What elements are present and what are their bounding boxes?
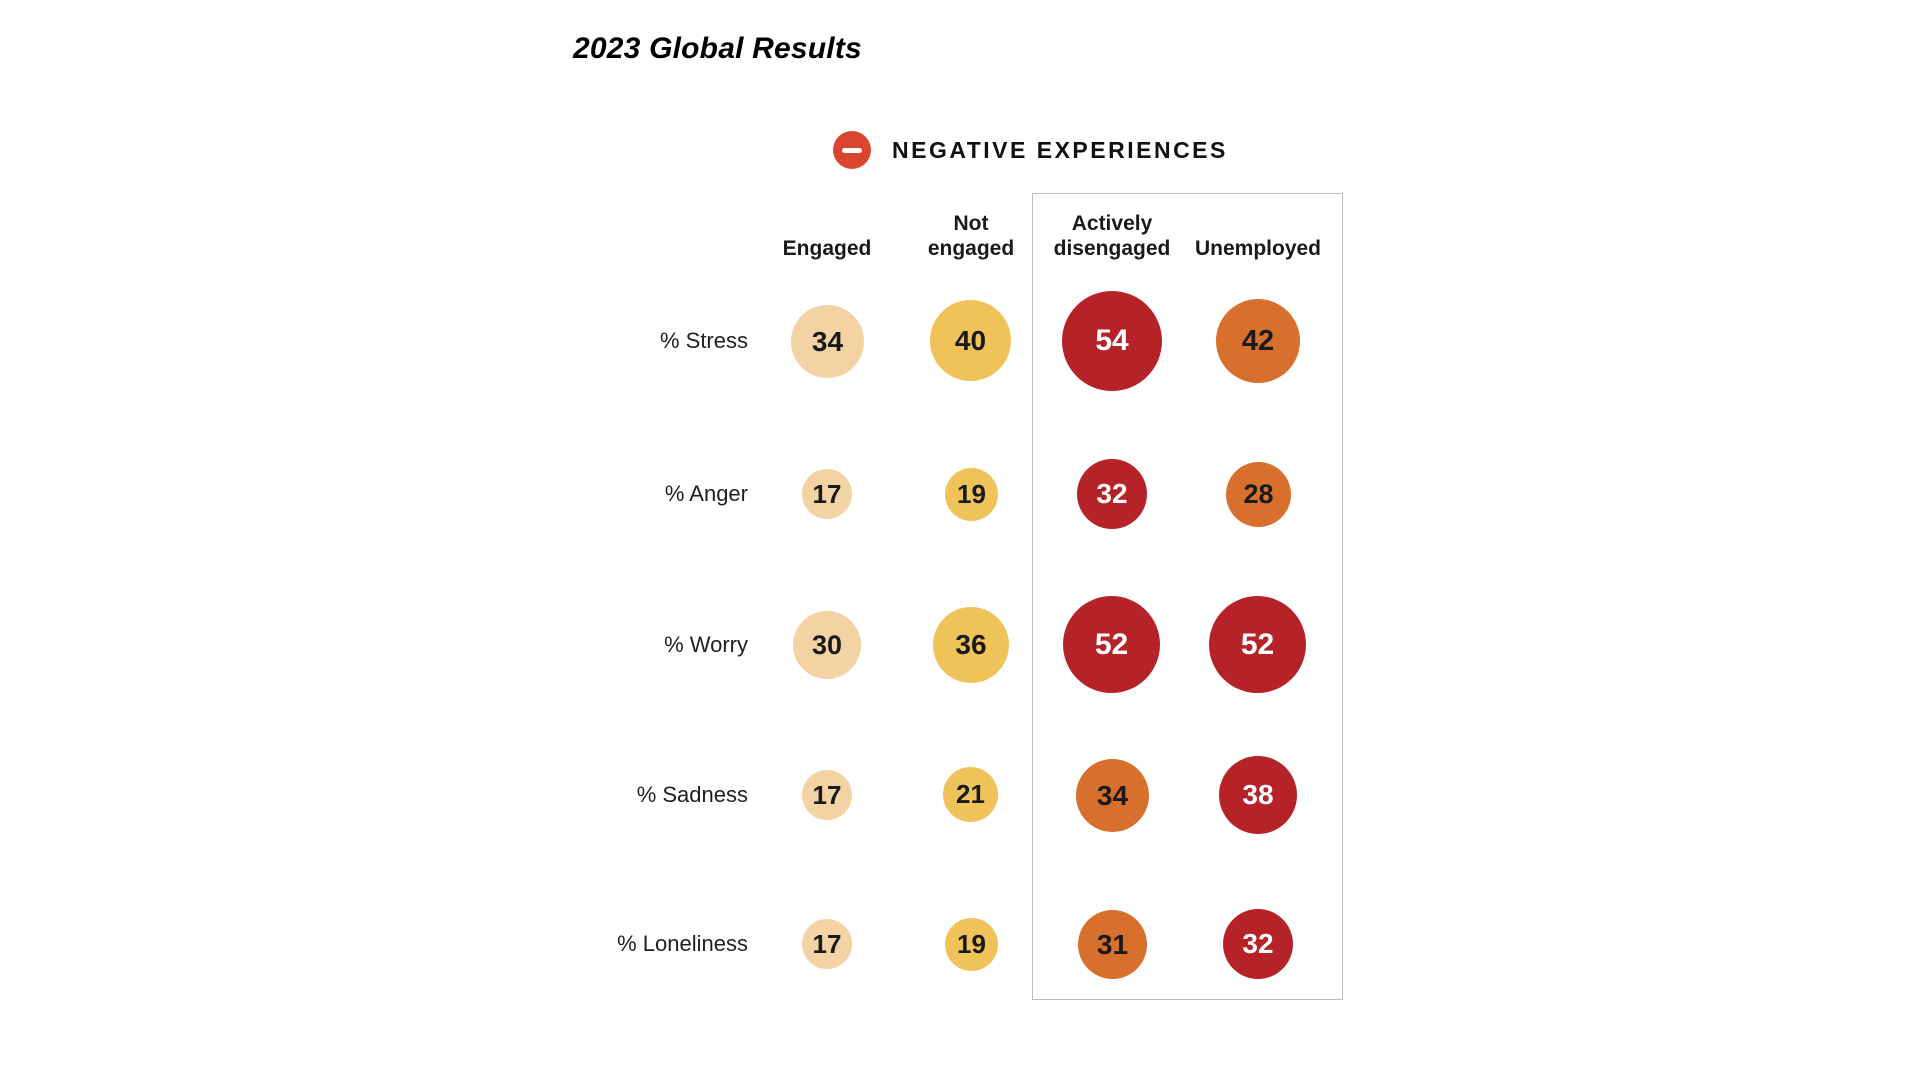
bubble-actively-disengaged-worry: 52 xyxy=(1063,596,1160,693)
bubble-unemployed-anger: 28 xyxy=(1226,462,1291,527)
bubble-unemployed-stress: 42 xyxy=(1216,299,1300,383)
column-header-unemployed: Unemployed xyxy=(1194,237,1322,261)
column-header-not-engaged: Not engaged xyxy=(927,211,1015,261)
bubble-not-engaged-sadness: 21 xyxy=(943,767,998,822)
bubble-unemployed-loneliness: 32 xyxy=(1223,909,1293,979)
bubble-not-engaged-anger: 19 xyxy=(945,468,998,521)
chart-subtitle: 2023 Global Results xyxy=(573,32,862,65)
bubble-engaged-stress: 34 xyxy=(791,305,864,378)
legend-header: NEGATIVE EXPERIENCES xyxy=(833,131,1228,169)
row-label-loneliness: % Loneliness xyxy=(617,931,748,956)
bubble-engaged-sadness: 17 xyxy=(802,770,852,820)
legend-label: NEGATIVE EXPERIENCES xyxy=(892,136,1228,163)
bubble-engaged-anger: 17 xyxy=(802,469,852,519)
row-label-sadness: % Sadness xyxy=(636,782,748,807)
bubble-actively-disengaged-sadness: 34 xyxy=(1076,759,1149,832)
column-header-engaged: Engaged xyxy=(782,237,872,261)
column-header-actively-disengaged: Actively disengaged xyxy=(1053,211,1171,261)
highlight-box xyxy=(1032,193,1343,1000)
minus-icon xyxy=(833,131,871,169)
bubble-actively-disengaged-loneliness: 31 xyxy=(1078,910,1147,979)
row-label-worry: % Worry xyxy=(664,632,748,657)
bubble-unemployed-sadness: 38 xyxy=(1219,756,1297,834)
row-label-stress: % Stress xyxy=(659,328,748,353)
bubble-actively-disengaged-anger: 32 xyxy=(1077,459,1147,529)
bubble-not-engaged-loneliness: 19 xyxy=(945,918,998,971)
bubble-not-engaged-stress: 40 xyxy=(930,300,1011,381)
bubble-unemployed-worry: 52 xyxy=(1209,596,1306,693)
bubble-engaged-loneliness: 17 xyxy=(802,919,852,969)
row-label-anger: % Anger xyxy=(664,481,748,506)
bubble-actively-disengaged-stress: 54 xyxy=(1062,291,1162,391)
minus-icon-bar xyxy=(842,147,862,153)
bubble-engaged-worry: 30 xyxy=(793,611,861,679)
bubble-not-engaged-worry: 36 xyxy=(933,607,1009,683)
